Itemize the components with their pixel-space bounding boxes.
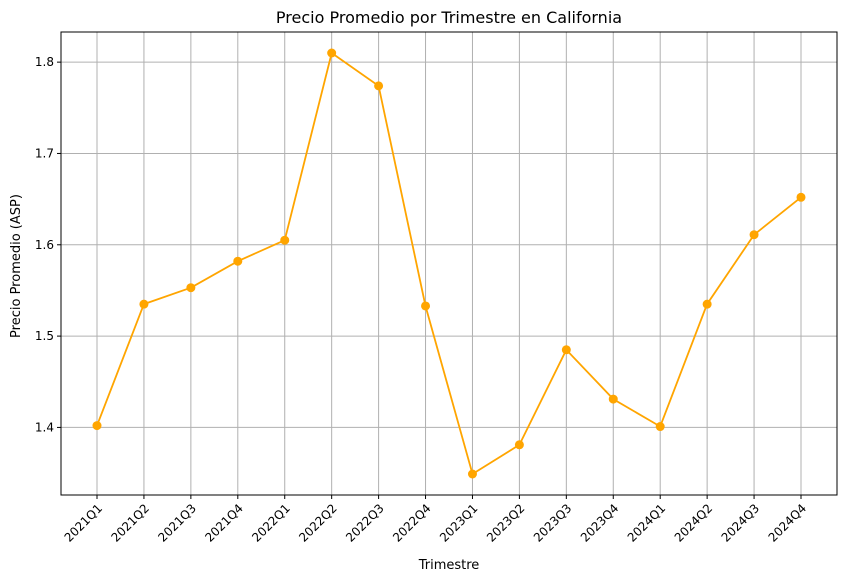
x-tick-label: 2023Q3	[531, 501, 575, 545]
y-tick-label: 1.7	[35, 146, 54, 160]
x-tick-label: 2024Q3	[719, 501, 763, 545]
data-point-2024Q4	[796, 192, 806, 202]
x-tick-label: 2021Q4	[202, 501, 246, 545]
x-tick-label: 2023Q1	[437, 501, 481, 545]
x-tick-label: 2021Q1	[62, 501, 106, 545]
x-tick-label: 2022Q4	[390, 501, 434, 545]
data-point-2024Q3	[749, 230, 759, 240]
data-point-2022Q1	[280, 235, 290, 245]
data-point-2024Q1	[655, 422, 665, 432]
data-point-2021Q1	[92, 421, 102, 431]
x-tick-label: 2024Q1	[625, 501, 669, 545]
y-tick-label: 1.8	[35, 55, 54, 69]
data-point-2022Q3	[374, 81, 384, 91]
x-axis-ticks: 2021Q1 2021Q2 2021Q3 2021Q4 2022Q1 2022Q2 2022…	[62, 495, 810, 545]
x-tick-label: 2023Q2	[484, 501, 528, 545]
data-point-2023Q2	[514, 440, 524, 450]
x-tick-label: 2024Q4	[766, 501, 810, 545]
data-point-2022Q2	[327, 48, 337, 58]
data-point-2024Q2	[702, 299, 712, 309]
x-tick-label: 2021Q2	[108, 501, 152, 545]
x-tick-label: 2022Q1	[249, 501, 293, 545]
y-axis-label: Precio Promedio (ASP)	[9, 194, 24, 338]
chart-title: Precio Promedio por Trimestre en Califor…	[276, 8, 622, 27]
y-tick-label: 1.4	[35, 420, 54, 434]
series-line	[96, 51, 802, 476]
horizontal-gridlines	[61, 61, 837, 428]
data-point-2023Q3	[561, 345, 571, 355]
data-point-2021Q2	[139, 299, 149, 309]
x-tick-label: 2023Q4	[578, 501, 622, 545]
plot-area-frame	[60, 31, 838, 496]
y-tick-label: 1.5	[35, 329, 54, 343]
data-point-2022Q4	[421, 301, 431, 311]
data-point-2023Q1	[467, 469, 477, 479]
data-point-markers	[92, 48, 806, 479]
data-point-2021Q4	[233, 256, 243, 266]
data-point-2023Q4	[608, 394, 618, 404]
x-tick-label: 2022Q3	[343, 501, 387, 545]
x-tick-label: 2022Q2	[296, 501, 340, 545]
x-axis-label: Trimestre	[418, 558, 480, 573]
y-tick-label: 1.6	[35, 238, 54, 252]
vertical-gridlines	[96, 32, 802, 495]
x-tick-label: 2021Q3	[155, 501, 199, 545]
data-point-2021Q3	[186, 283, 196, 293]
y-axis-ticks: 1.4 1.5 1.6 1.7 1.8	[35, 55, 61, 434]
x-tick-label: 2024Q2	[672, 501, 716, 545]
